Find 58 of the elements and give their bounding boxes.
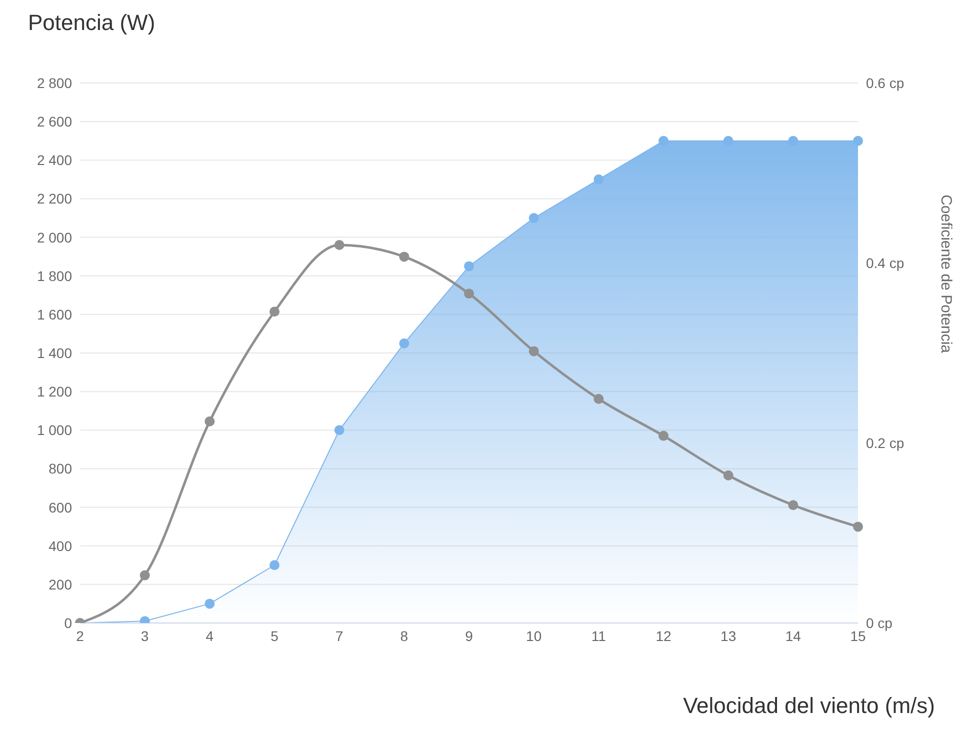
point [594,174,604,184]
y-tick-label: 800 [48,460,72,477]
x-tick-label: 2 [76,628,84,644]
point [334,425,344,436]
y-tick-label: 600 [48,499,72,516]
x-tick-label: 12 [656,628,672,644]
x-tick-label: 11 [591,628,606,644]
x-tick-label: 14 [785,628,802,644]
y-tick-label: 0 [64,614,72,631]
y-tick-label: 200 [48,576,72,592]
point [853,136,863,146]
y-tick-label: 1 200 [36,384,72,400]
point [788,136,798,146]
y-tick-label: 2 000 [36,229,72,246]
x-tick-label: 7 [335,628,344,644]
point [528,213,539,223]
y2-tick-label: 0 cp [866,614,893,631]
x-tick-label: 8 [400,628,408,644]
y2-tick-label: 0.2 cp [866,434,904,451]
y2-axis-title: Coeficiente de Potencia [938,194,955,354]
y2-tick-label: 0.6 cp [866,74,904,91]
point [204,598,215,609]
x-tick-label: 5 [270,628,279,644]
point [204,416,215,426]
point [334,240,344,250]
point [723,470,734,480]
y-tick-label: 1 000 [36,422,72,438]
point [594,394,604,404]
point [464,288,474,299]
x-tick-label: 10 [526,628,542,644]
x-tick-label: 13 [720,628,736,644]
y-tick-label: 1 800 [36,268,72,284]
x-tick-label: 4 [206,628,214,644]
point [399,252,410,262]
point [464,261,474,272]
point [658,430,668,441]
y-tick-label: 1 400 [36,344,72,361]
y-tick-label: 2 600 [36,114,72,130]
point [270,306,280,317]
point [723,136,734,146]
x-axis-title: Velocidad del viento (m/s) [683,693,935,719]
y-tick-label: 400 [48,538,72,554]
point [658,136,668,146]
y2-tick-label: 0.4 cp [866,254,904,271]
point [788,500,798,510]
x-tick-label: 9 [465,628,474,644]
point [853,522,863,532]
y-tick-label: 2 200 [36,190,72,207]
point [140,570,150,580]
y-tick-label: 2 400 [36,152,72,168]
y-axis-title: Potencia (W) [28,10,156,36]
point [270,560,280,570]
point [528,346,539,356]
x-tick-label: 15 [850,628,866,644]
y-tick-label: 2 800 [36,74,72,91]
x-tick-label: 3 [140,628,149,644]
point [399,338,410,348]
y-tick-label: 1 600 [36,306,72,322]
